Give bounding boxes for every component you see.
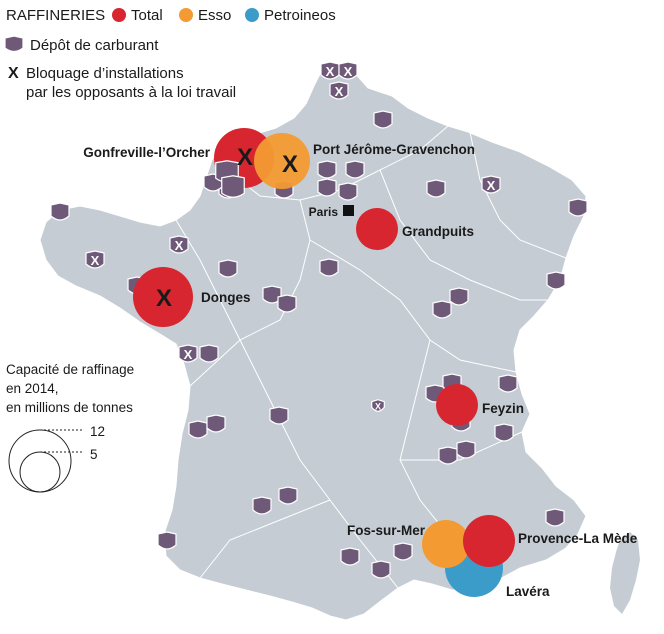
fuel-depot-icon bbox=[206, 414, 226, 433]
fuel-depot-icon bbox=[345, 160, 365, 179]
fuel-depot-icon bbox=[269, 406, 289, 425]
fuel-depot-icon bbox=[319, 258, 339, 277]
blockade-port-jerome-icon: X bbox=[282, 151, 298, 178]
label-port-jerome: Port Jérôme-Gravenchon bbox=[313, 142, 475, 157]
fuel-depot-icon bbox=[494, 423, 514, 442]
blocked-depot-x-icon: X bbox=[344, 64, 353, 79]
blocked-depot-icon bbox=[481, 175, 501, 194]
fuel-depot-icon bbox=[50, 202, 70, 221]
blocked-depot-x-icon: X bbox=[487, 178, 496, 193]
depot-top-layer bbox=[215, 160, 245, 198]
france-mainland bbox=[39, 61, 587, 621]
fuel-depot-icon bbox=[498, 374, 518, 393]
fuel-depot-icon bbox=[371, 560, 391, 579]
fuel-depot-icon bbox=[218, 259, 238, 278]
fuel-depot-icon bbox=[568, 198, 588, 217]
label-paris: Paris bbox=[309, 205, 339, 219]
refinery-port-jerome-circle bbox=[254, 133, 310, 189]
blocked-depot-icon bbox=[178, 344, 198, 363]
label-lavera: Lavéra bbox=[506, 584, 550, 599]
fuel-depot-icon bbox=[393, 542, 413, 561]
blocked-depot-icon bbox=[371, 399, 385, 412]
fuel-depot-icon bbox=[426, 179, 446, 198]
legend-depot-label: Dépôt de carburant bbox=[30, 37, 159, 54]
blocked-depot-x-icon: X bbox=[335, 84, 344, 99]
legend-esso-swatch bbox=[179, 8, 193, 22]
blocked-depot-icon bbox=[85, 250, 105, 269]
label-grandpuits: Grandpuits bbox=[402, 224, 474, 239]
scale-legend: Capacité de raffinage en 2014, en millio… bbox=[6, 362, 134, 493]
depot-layer bbox=[50, 110, 588, 579]
legend-blockade-icon: X bbox=[8, 65, 19, 82]
blocked-depot-icon bbox=[169, 235, 189, 254]
blocked-depot-x-icon: X bbox=[184, 347, 193, 362]
scale-title-2: en 2014, bbox=[6, 381, 59, 396]
label-fos: Fos-sur-Mer bbox=[347, 523, 426, 538]
refinery-layer bbox=[133, 128, 515, 597]
refinery-fos-circle bbox=[422, 520, 470, 568]
scale-title-1: Capacité de raffinage bbox=[6, 362, 134, 377]
fuel-depot-icon bbox=[432, 300, 452, 319]
blockade-donges-icon: X bbox=[156, 285, 172, 312]
blocked-depot-x-icon: X bbox=[375, 402, 381, 412]
blocked-depot-x-icon: X bbox=[175, 238, 184, 253]
fuel-depot-icon bbox=[317, 160, 337, 179]
refinery-blockades: X X X bbox=[156, 144, 298, 312]
city-labels: Gonfreville-l’Orcher Port Jérôme-Gravenc… bbox=[83, 142, 638, 599]
legend-esso-label: Esso bbox=[198, 7, 231, 24]
fuel-depot-icon bbox=[546, 271, 566, 290]
fuel-depot-icon bbox=[340, 547, 360, 566]
fuel-depot-icon bbox=[545, 508, 565, 527]
fuel-depot-icon bbox=[449, 287, 469, 306]
fuel-depot-icon bbox=[438, 446, 458, 465]
scale-title-3: en millions de tonnes bbox=[6, 400, 133, 415]
corsica bbox=[610, 532, 640, 614]
fuel-depot-icon bbox=[262, 285, 282, 304]
fuel-depot-icon bbox=[199, 344, 219, 363]
fuel-depot-icon bbox=[188, 420, 208, 439]
scale-circle-small bbox=[19, 451, 61, 493]
legend-petroineos-swatch bbox=[245, 8, 259, 22]
blocked-depot-x-icon: X bbox=[326, 64, 335, 79]
fuel-depot-icon bbox=[338, 182, 358, 201]
label-gonfreville: Gonfreville-l’Orcher bbox=[83, 145, 211, 160]
blocked-depot-icon bbox=[338, 61, 358, 80]
refinery-provence-circle bbox=[463, 515, 515, 567]
scale-value-large: 12 bbox=[90, 424, 105, 439]
refinery-feyzin-circle bbox=[436, 384, 478, 426]
paris-marker bbox=[343, 205, 354, 216]
legend-total-swatch bbox=[112, 8, 126, 22]
legend-blockade-label-2: par les opposants à la loi travail bbox=[26, 84, 236, 101]
scale-value-small: 5 bbox=[90, 447, 98, 462]
legend-depot-icon bbox=[4, 35, 24, 53]
refinery-grandpuits-circle bbox=[356, 208, 398, 250]
blocked-depot-icon bbox=[329, 81, 349, 100]
legend-petroineos-label: Petroineos bbox=[264, 7, 336, 24]
label-feyzin: Feyzin bbox=[482, 401, 524, 416]
fuel-depot-icon bbox=[373, 110, 393, 129]
fuel-depot-icon bbox=[221, 175, 245, 198]
scale-circle-large bbox=[8, 429, 72, 493]
fuel-depot-icon bbox=[456, 440, 476, 459]
legend-total-label: Total bbox=[131, 7, 163, 24]
label-donges: Donges bbox=[201, 290, 251, 305]
legend: RAFFINERIES Total Esso Petroineos Dépôt … bbox=[4, 7, 336, 101]
fuel-depot-icon bbox=[317, 178, 337, 197]
refinery-donges-circle bbox=[133, 267, 193, 327]
fuel-depot-icon bbox=[157, 531, 177, 550]
blocked-depot-x-icon: X bbox=[91, 253, 100, 268]
legend-heading: RAFFINERIES bbox=[6, 7, 105, 24]
legend-blockade-label-1: Bloquage d’installations bbox=[26, 65, 184, 82]
fuel-depot-icon bbox=[277, 294, 297, 313]
label-provence: Provence-La Mède bbox=[518, 531, 638, 546]
fuel-depot-icon bbox=[252, 496, 272, 515]
blockade-gonfreville-icon: X bbox=[237, 144, 253, 171]
fuel-depot-icon bbox=[278, 486, 298, 505]
